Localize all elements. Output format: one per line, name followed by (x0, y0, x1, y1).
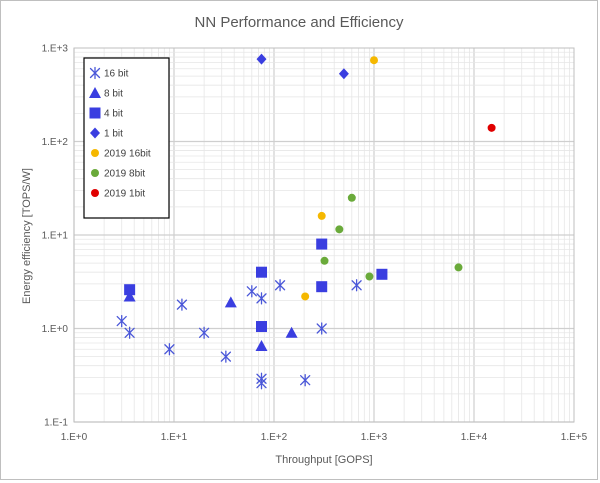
x-tick-label: 1.E+3 (361, 432, 388, 443)
legend-marker (91, 149, 99, 157)
data-point-2019-16bit (317, 211, 326, 220)
legend-label: 8 bit (104, 89, 123, 100)
y-tick-label: 1.E+3 (42, 44, 69, 55)
legend-label: 4 bit (104, 109, 123, 120)
data-point-16-bit (198, 326, 210, 339)
data-point-4-bit (316, 238, 328, 250)
data-point-16-bit (176, 298, 188, 311)
data-point-16-bit (164, 343, 175, 356)
legend-label: 2019 8bit (104, 169, 145, 180)
x-tick-label: 1.E+1 (161, 432, 188, 443)
legend-marker (91, 189, 99, 197)
data-point-16-bit (300, 374, 311, 387)
data-point-4-bit (376, 268, 388, 280)
data-point-16-bit (316, 322, 327, 335)
data-point-4-bit (124, 284, 136, 296)
data-point-1-bit (338, 68, 349, 80)
data-point-16-bit (116, 314, 127, 328)
legend-marker (91, 169, 99, 177)
data-point-2019-8bit (320, 256, 329, 265)
legend-marker (89, 107, 101, 119)
data-point-16-bit (220, 350, 232, 363)
data-point-2019-16bit (301, 292, 310, 301)
data-point-2019-8bit (347, 193, 356, 202)
data-point-4-bit (256, 266, 268, 278)
data-point-8-bit (123, 290, 136, 302)
data-point-1-bit (256, 53, 267, 65)
legend-marker (89, 87, 101, 98)
data-point-2019-8bit (365, 272, 374, 281)
y-tick-label: 1.E+0 (42, 324, 69, 335)
legend-label: 1 bit (104, 129, 123, 140)
data-point-4-bit (316, 281, 328, 293)
legend: 16 bit 8 bit 4 bit 1 bit 2019 16bit 2019 8bit… (83, 57, 170, 219)
data-point-16-bit (246, 285, 257, 298)
data-point-16-bit (124, 326, 135, 339)
data-point-2019-8bit (454, 263, 463, 272)
legend-marker (90, 127, 100, 139)
data-point-4-bit (256, 321, 268, 333)
data-point-8-bit (255, 339, 268, 351)
data-point-16-bit (256, 377, 267, 390)
y-tick-label: 1.E-1 (44, 418, 68, 429)
y-tick-label: 1.E+1 (42, 231, 69, 242)
data-point-8-bit (285, 326, 298, 338)
x-tick-label: 1.E+0 (61, 432, 88, 443)
x-axis-label: Throughput [GOPS] (275, 454, 372, 466)
data-point-16-bit (256, 292, 267, 305)
x-tick-label: 1.E+2 (261, 432, 288, 443)
data-point-2019-8bit (335, 225, 344, 234)
data-point-16-bit (274, 279, 286, 292)
data-point-8-bit (224, 296, 237, 308)
legend-label: 16 bit (104, 69, 129, 80)
chart-title: NN Performance and Efficiency (195, 14, 404, 31)
plot-area (73, 47, 575, 423)
x-tick-label: 1.E+4 (461, 432, 488, 443)
y-tick-label: 1.E+2 (42, 137, 69, 148)
data-point-2019-1bit (487, 123, 496, 132)
data-point-2019-16bit (370, 56, 378, 65)
data-marks (116, 53, 496, 390)
x-tick-label: 1.E+5 (561, 432, 588, 443)
legend-marker (89, 66, 101, 80)
tick-labels: 1.E+0 1.E+1 1.E+2 1.E+3 1.E+4 1.E+5 1.E-1 1.E+0… (42, 44, 588, 444)
legend-label: 2019 16bit (104, 149, 151, 160)
data-point-16-bit (351, 279, 362, 292)
legend-label: 2019 1bit (104, 189, 145, 200)
y-axis-label: Energy efficiency [TOPS/W] (21, 168, 33, 304)
